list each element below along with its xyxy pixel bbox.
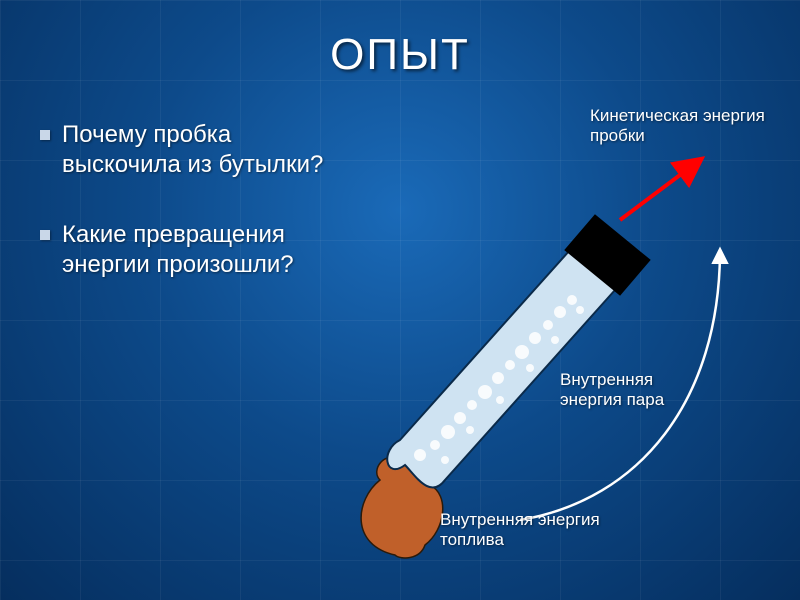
bullet-2: Какие превращения энергии произошли? <box>40 220 340 280</box>
bullet-1: Почему пробка выскочила из бутылки? <box>40 120 340 180</box>
slide-title: ОПЫТ <box>0 30 800 80</box>
label-fuel: Внутренняя энергия топлива <box>440 510 640 551</box>
label-kinetic: Кинетическая энергия пробки <box>590 106 770 147</box>
label-steam: Внутренняя энергия пара <box>560 370 700 411</box>
bullet-list: Почему пробка выскочила из бутылки? Каки… <box>40 120 340 320</box>
slide: ОПЫТ Почему пробка выскочила из бутылки?… <box>0 0 800 600</box>
